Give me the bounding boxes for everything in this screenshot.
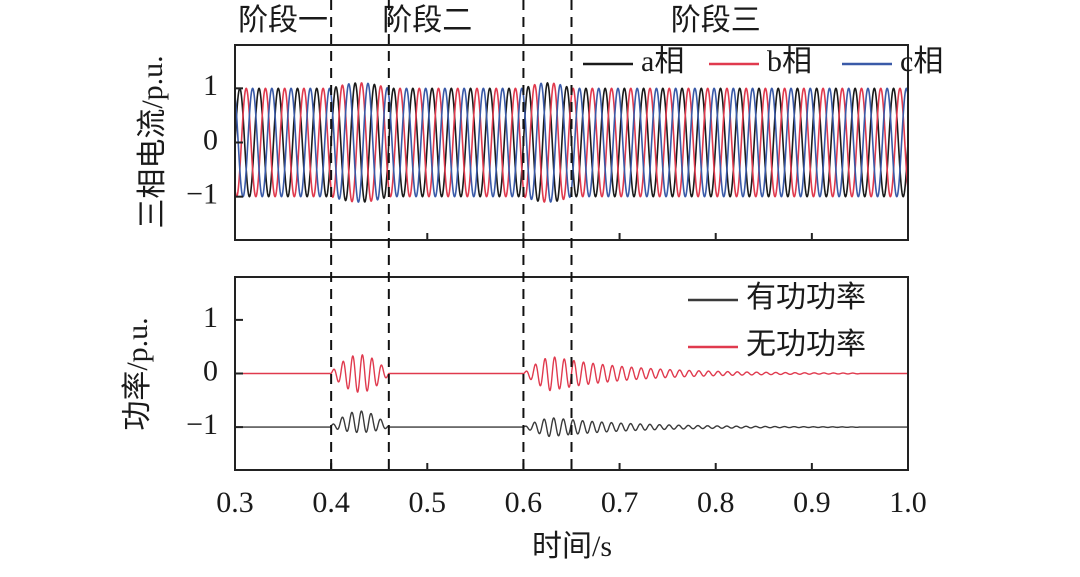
x-tick-label: 0.5 bbox=[409, 486, 447, 519]
stage-labels: 阶段一 阶段二 阶段三 bbox=[238, 4, 761, 37]
legend-label: a相 bbox=[641, 45, 684, 78]
x-tick-label: 1.0 bbox=[889, 486, 927, 519]
current-legend: a相 b相 c相 bbox=[583, 45, 943, 78]
series-line-phase-2 bbox=[234, 82, 909, 203]
y-tick-label: 0 bbox=[203, 123, 218, 156]
time-x-ticks: 0.3 0.4 0.5 0.6 0.7 0.8 0.9 1.0 bbox=[216, 463, 927, 519]
legend-label: c相 bbox=[900, 45, 943, 78]
x-tick-label: 0.8 bbox=[697, 486, 735, 519]
y-tick-label: 1 bbox=[203, 301, 218, 334]
x-tick-label: 0.3 bbox=[216, 486, 254, 519]
power-waveforms bbox=[235, 353, 908, 438]
legend-label: b相 bbox=[767, 45, 812, 78]
time-x-axis-title: 时间/s bbox=[532, 530, 612, 563]
current-y-axis-title: 三相电流/p.u. bbox=[136, 55, 169, 228]
power-y-axis-title: 功率/p.u. bbox=[121, 317, 154, 430]
event-dividers bbox=[330, 0, 573, 470]
stage-label: 阶段一 bbox=[238, 4, 328, 37]
y-tick-label: −1 bbox=[186, 408, 218, 441]
legend-label: 有功功率 bbox=[746, 281, 866, 314]
series-line-power-2 bbox=[235, 353, 908, 393]
series-line-power-1 bbox=[235, 410, 908, 438]
current-y-ticks: 1 0 −1 bbox=[186, 69, 909, 240]
y-tick-label: −1 bbox=[186, 178, 218, 211]
x-tick-label: 0.6 bbox=[505, 486, 543, 519]
stage-label: 阶段三 bbox=[671, 4, 761, 37]
current-panel: 1 0 −1 三相电流/p.u. 阶段一 阶段二 阶段三 a相 b相 c相 bbox=[136, 4, 943, 241]
stage-label: 阶段二 bbox=[382, 4, 472, 37]
legend-label: 无功功率 bbox=[746, 328, 866, 361]
x-tick-label: 0.4 bbox=[312, 486, 350, 519]
y-tick-label: 0 bbox=[203, 354, 218, 387]
power-y-ticks: 1 0 −1 bbox=[186, 301, 243, 441]
y-tick-label: 1 bbox=[203, 69, 218, 102]
x-tick-label: 0.9 bbox=[793, 486, 831, 519]
x-tick-label: 0.7 bbox=[601, 486, 639, 519]
power-panel: 1 0 −1 0.3 0.4 0.5 0.6 0.7 0.8 0.9 1.0 功率/p.u. 时间… bbox=[121, 276, 927, 563]
